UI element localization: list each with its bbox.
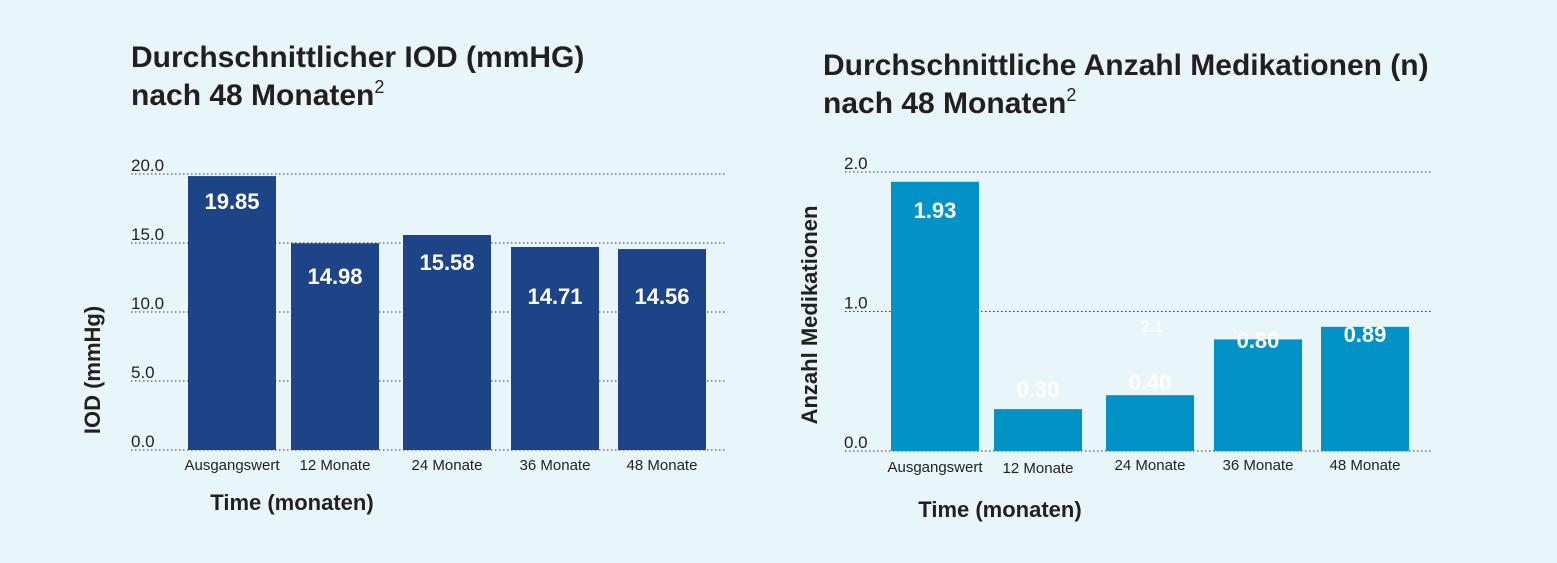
iod-category-label: Ausgangswert [184,457,280,474]
medication-bar [994,409,1082,451]
iod-bar [618,249,706,450]
iod-bar-chart: 0.0 5.0 10.0 15.0 20.0 19.85 Ausgangswert 14.98… [80,156,725,515]
iod-category-label: 36 Monate [520,457,591,474]
medication-value-label: 0.89 [1344,322,1387,347]
medication-y-tick-label: 0.0 [844,433,868,452]
medication-category-label: Ausgangswert [887,459,983,476]
medication-category-label: 36 Monate [1223,457,1294,474]
medication-value-label: 0.80 [1237,328,1280,353]
medication-bar [891,181,979,451]
iod-y-axis-title: IOD (mmHg) [80,306,105,434]
iod-y-tick-label: 10.0 [131,294,164,313]
iod-value-label: 14.56 [634,284,689,309]
iod-chart-title: Durchschnittlicher IOD (mmHG) nach 48 Mon… [131,41,585,112]
iod-value-label: 14.71 [527,284,582,309]
medication-x-axis-title: Time (monaten) [918,497,1081,522]
medication-category-label: 24 Monate [1115,457,1186,474]
medication-title-footnote: 2 [1066,85,1077,105]
iod-bar [511,247,599,450]
iod-y-tick-label: 5.0 [131,363,155,382]
medication-value-label: 0.40 [1129,370,1172,395]
iod-y-tick-label: 0.0 [131,432,155,451]
iod-category-label: 12 Monate [300,457,371,474]
iod-value-label: 19.85 [204,189,259,214]
iod-y-tick-label: 20.0 [131,156,164,175]
medication-bar [1106,395,1194,451]
medication-annotation-label: 2.1 [1141,319,1163,336]
medication-y-tick-label: 1.0 [844,294,868,313]
medication-category-label: 48 Monate [1330,457,1401,474]
medication-value-label: 1.93 [914,198,957,223]
iod-y-tick-label: 15.0 [131,225,164,244]
iod-x-axis-title: Time (monaten) [210,490,373,515]
iod-chart-panel: Durchschnittlicher IOD (mmHG) nach 48 Mon… [0,0,760,563]
medication-value-label: 0.30 [1017,377,1060,402]
iod-value-label: 14.98 [307,264,362,289]
medication-bar [1321,326,1409,451]
medication-y-axis-title: Anzahl Medikationen [797,206,822,425]
iod-category-label: 48 Monate [627,457,698,474]
iod-bar [291,243,379,450]
medication-bar-chart: 0.0 1.0 2.0 1.93 Ausgangswert 0.30 12 Monate 0.… [797,154,1433,522]
iod-value-label: 15.58 [419,250,474,275]
iod-category-label: 24 Monate [412,457,483,474]
iod-bar [188,176,276,450]
medication-bar [1214,339,1302,451]
medication-chart-title: Durchschnittliche Anzahl Medikationen (n… [823,49,1429,120]
medication-y-tick-label: 2.0 [844,154,868,173]
medication-chart-panel: Durchschnittliche Anzahl Medikationen (n… [760,0,1557,563]
iod-bar [403,234,491,450]
medication-category-label: 12 Monate [1003,460,1074,477]
iod-title-footnote: 2 [374,77,385,97]
